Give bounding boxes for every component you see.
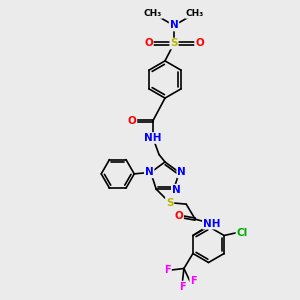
Text: S: S	[170, 38, 178, 49]
Text: O: O	[128, 116, 136, 126]
Text: N: N	[172, 185, 181, 195]
Text: CH₃: CH₃	[144, 9, 162, 18]
Text: N: N	[145, 167, 154, 177]
Text: F: F	[164, 265, 171, 275]
Text: NH: NH	[144, 133, 162, 143]
Text: Cl: Cl	[236, 227, 248, 238]
Text: F: F	[190, 276, 197, 286]
Text: CH₃: CH₃	[186, 9, 204, 18]
Text: N: N	[169, 20, 178, 31]
Text: N: N	[177, 167, 186, 177]
Text: S: S	[166, 198, 173, 208]
Text: NH: NH	[203, 219, 220, 229]
Text: F: F	[179, 281, 186, 292]
Text: O: O	[195, 38, 204, 49]
Text: O: O	[174, 211, 183, 221]
Text: O: O	[144, 38, 153, 49]
